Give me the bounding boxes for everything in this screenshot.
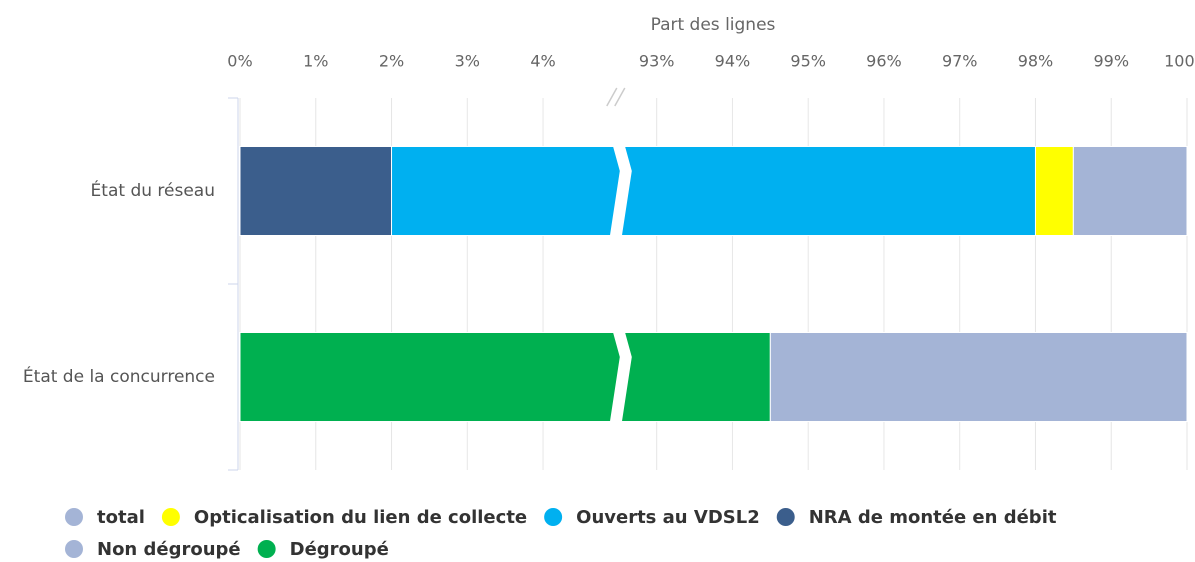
category-label: État de la concurrence (23, 365, 215, 387)
legend-marker (257, 540, 276, 558)
x-tick-label: 3% (455, 52, 480, 71)
bar-segment (1072, 146, 1188, 236)
x-tick-label: 95% (790, 52, 826, 71)
axis-break (609, 331, 632, 423)
bar-segment (239, 146, 393, 236)
axis-break-mark (606, 87, 626, 107)
legend-item: Optical­isation du lien de collecte (161, 507, 527, 528)
legend-label: Non dégroupé (97, 539, 241, 560)
x-tick-label: 1% (303, 52, 328, 71)
x-tick-label: 0% (227, 52, 252, 71)
x-tick-label: 100% (1164, 52, 1195, 71)
legend-item: Dégroupé (257, 539, 389, 560)
legend-marker (776, 508, 795, 526)
axis-break (609, 145, 632, 237)
legend-item: Ouverts au VDSL2 (544, 507, 760, 528)
x-tick-label: 2% (379, 52, 404, 71)
legend-label: Optical­isation du lien de collecte (194, 507, 527, 528)
legend-label: total (97, 507, 145, 528)
legend-marker (65, 508, 83, 526)
x-tick-label: 99% (1093, 52, 1129, 71)
x-tick-label: 94% (715, 52, 751, 71)
bar-segment (239, 332, 771, 422)
x-tick-label: 4% (530, 52, 555, 71)
x-tick-label: 93% (639, 52, 675, 71)
legend-label: Dégroupé (290, 539, 389, 560)
bar-segment (391, 146, 1036, 236)
legend-item: Non dégroupé (65, 539, 241, 560)
legend-label: Ouverts au VDSL2 (576, 507, 760, 528)
bar-segment (769, 332, 1188, 422)
category-label: État du réseau (91, 179, 215, 201)
bar-segment (1034, 146, 1074, 236)
legend-item: total (65, 507, 145, 528)
legend-marker (161, 508, 180, 526)
x-tick-label: 97% (942, 52, 978, 71)
legend-item: NRA de montée en débit (776, 507, 1057, 528)
x-tick-label: 96% (866, 52, 902, 71)
legend-marker (65, 540, 83, 558)
legend-marker (544, 508, 563, 526)
legend-label: NRA de montée en débit (809, 507, 1057, 528)
x-tick-label: 98% (1018, 52, 1054, 71)
x-axis-title: Part des lignes (651, 15, 776, 35)
